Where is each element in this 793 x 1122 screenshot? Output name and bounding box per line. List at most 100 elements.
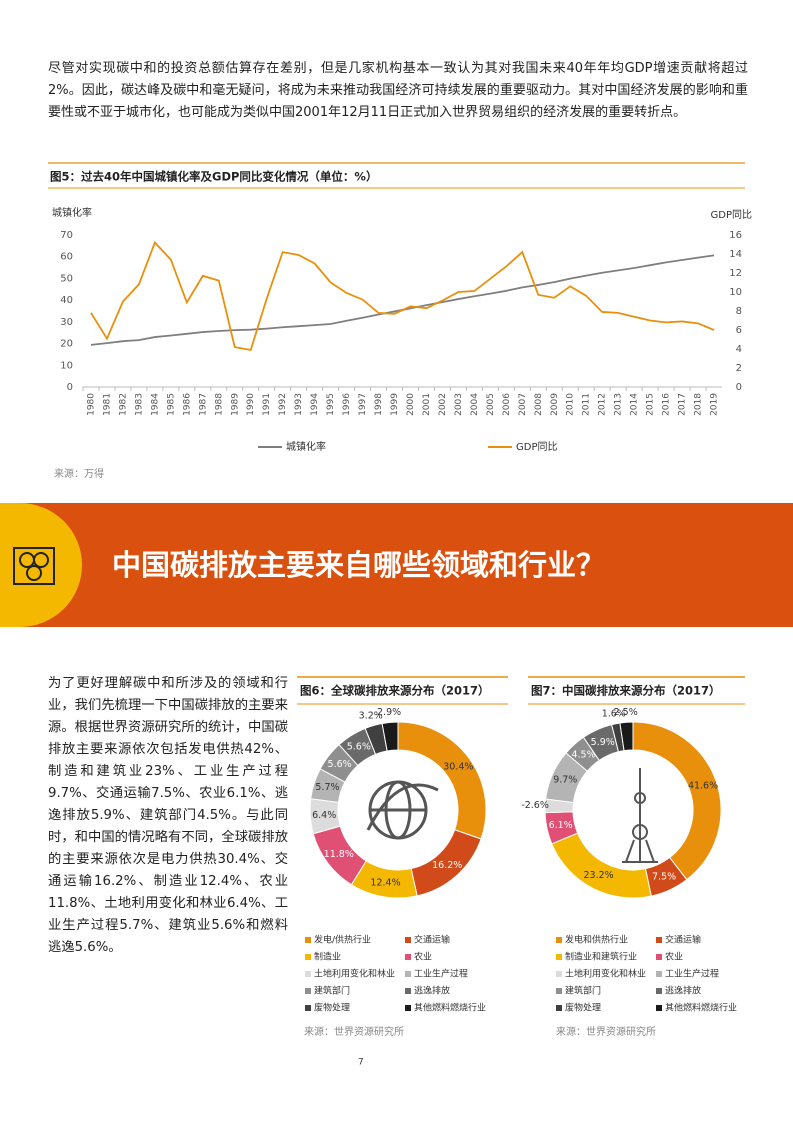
legend-label: 交通运输 bbox=[414, 934, 450, 946]
x-tick-label: 2010 bbox=[566, 393, 576, 416]
x-tick-label: 1980 bbox=[86, 393, 96, 416]
data-label: 4.5% bbox=[571, 749, 595, 760]
x-tick-label: 1994 bbox=[310, 393, 320, 416]
x-tick-label: 2002 bbox=[438, 393, 448, 416]
legend-label: GDP同比 bbox=[516, 441, 557, 453]
legend-swatch bbox=[656, 937, 662, 943]
legend-swatch bbox=[556, 988, 562, 994]
y-axis-label: 城镇化率 bbox=[52, 206, 92, 219]
y-tick-label: 10 bbox=[60, 360, 73, 371]
data-label: 1.6% bbox=[602, 708, 626, 719]
data-label: 2.9% bbox=[377, 707, 401, 718]
data-label: 5.7% bbox=[315, 782, 339, 793]
legend-label: 土地利用变化和林业 bbox=[314, 968, 395, 980]
y2-tick-label: 6 bbox=[736, 325, 742, 336]
x-tick-label: 1991 bbox=[262, 393, 272, 416]
y2-tick-label: 14 bbox=[729, 249, 742, 260]
legend-label: 制造业和建筑行业 bbox=[565, 951, 637, 963]
legend-label: 制造业 bbox=[314, 951, 341, 963]
x-tick-label: 2009 bbox=[550, 393, 560, 416]
legend-swatch bbox=[556, 954, 562, 960]
tower-icon bbox=[622, 768, 658, 863]
legend-label: 废物处理 bbox=[565, 1002, 601, 1014]
y2-tick-label: 4 bbox=[736, 344, 742, 355]
chart-title: 图6：全球碳排放来源分布（2017） bbox=[300, 684, 490, 698]
legend-swatch bbox=[405, 1005, 411, 1011]
y-tick-label: 60 bbox=[60, 252, 73, 263]
legend-label: 农业 bbox=[414, 951, 432, 963]
x-tick-label: 2013 bbox=[614, 393, 624, 416]
data-label: 23.2% bbox=[583, 870, 613, 881]
legend-label: 工业生产过程 bbox=[665, 968, 719, 980]
data-label: -2.6% bbox=[521, 800, 549, 811]
legend-swatch bbox=[556, 1005, 562, 1011]
intro-paragraph: 尽管对实现碳中和的投资总额估算存在差别，但是几家机构基本一致认为其对我国未来40… bbox=[48, 61, 748, 120]
x-tick-label: 1995 bbox=[326, 393, 336, 416]
donut-segment bbox=[619, 721, 634, 752]
legend-label: 工业生产过程 bbox=[414, 968, 468, 980]
data-label: 5.6% bbox=[347, 742, 371, 753]
x-tick-label: 1984 bbox=[150, 393, 160, 416]
x-tick-label: 1990 bbox=[246, 393, 256, 416]
source: 来源：万得 bbox=[54, 467, 104, 480]
y-tick-label: 40 bbox=[60, 295, 73, 306]
legend-label: 逃逸排放 bbox=[665, 985, 701, 997]
legend-label: 发电/供热行业 bbox=[314, 934, 371, 946]
data-label: 6.1% bbox=[549, 820, 573, 831]
x-tick-label: 2012 bbox=[598, 393, 608, 416]
x-tick-label: 1999 bbox=[390, 393, 400, 416]
legend-label: 土地利用变化和林业 bbox=[565, 968, 646, 980]
x-tick-label: 2014 bbox=[630, 393, 640, 416]
x-tick-label: 2005 bbox=[486, 393, 496, 416]
chart-title: 图7：中国碳排放来源分布（2017） bbox=[531, 684, 721, 698]
y2-tick-label: 8 bbox=[736, 306, 742, 317]
y2-tick-label: 16 bbox=[729, 230, 742, 241]
data-label: 11.8% bbox=[324, 849, 354, 860]
x-tick-label: 2008 bbox=[534, 393, 544, 416]
x-tick-label: 1993 bbox=[294, 393, 304, 416]
x-tick-label: 1981 bbox=[102, 393, 112, 416]
y-tick-label: 30 bbox=[60, 317, 73, 328]
legend-swatch bbox=[305, 1005, 311, 1011]
data-label: 5.6% bbox=[328, 759, 352, 770]
legend-swatch bbox=[656, 988, 662, 994]
legend-label: 建筑部门 bbox=[565, 985, 601, 997]
x-tick-label: 2019 bbox=[710, 393, 720, 416]
banner-badge bbox=[0, 503, 82, 627]
x-tick-label: 1988 bbox=[214, 393, 224, 416]
x-tick-label: 1989 bbox=[230, 393, 240, 416]
legend-label: 建筑部门 bbox=[314, 985, 350, 997]
donut-segment bbox=[551, 832, 652, 899]
data-label: 16.2% bbox=[432, 860, 462, 871]
y-tick-label: 70 bbox=[60, 230, 73, 241]
legend-label: 农业 bbox=[665, 951, 683, 963]
x-tick-label: 1996 bbox=[342, 393, 352, 416]
x-tick-label: 2015 bbox=[646, 393, 656, 416]
y-tick-label: 50 bbox=[60, 273, 73, 284]
x-tick-label: 2004 bbox=[470, 393, 480, 416]
y-tick-label: 20 bbox=[60, 339, 73, 350]
source: 来源：世界资源研究所 bbox=[556, 1025, 656, 1038]
banner-icon bbox=[13, 547, 55, 585]
x-tick-label: 2017 bbox=[678, 393, 688, 416]
donut-segment bbox=[632, 721, 722, 881]
y2-tick-label: 12 bbox=[729, 268, 742, 279]
y2-tick-label: 2 bbox=[736, 363, 742, 374]
legend-label: 逃逸排放 bbox=[414, 985, 450, 997]
legend-label: 交通运输 bbox=[665, 934, 701, 946]
donut-segment bbox=[397, 721, 487, 840]
y2-axis-label: GDP同比 bbox=[711, 209, 752, 221]
x-tick-label: 2018 bbox=[694, 393, 704, 416]
body-paragraph: 为了更好理解碳中和所涉及的领域和行业，我们先梳理一下中国碳排放的主要来源。根据世… bbox=[48, 676, 288, 955]
y2-tick-label: 10 bbox=[729, 287, 742, 298]
data-label: 41.6% bbox=[688, 781, 718, 792]
x-tick-label: 1998 bbox=[374, 393, 384, 416]
legend-swatch bbox=[305, 988, 311, 994]
x-tick-label: 1982 bbox=[118, 393, 128, 416]
y2-tick-label: 0 bbox=[736, 382, 742, 393]
banner bbox=[0, 503, 793, 627]
data-label: 2.5% bbox=[614, 707, 638, 718]
x-tick-label: 1997 bbox=[358, 393, 368, 416]
legend-label: 其他燃料燃烧行业 bbox=[665, 1002, 737, 1014]
